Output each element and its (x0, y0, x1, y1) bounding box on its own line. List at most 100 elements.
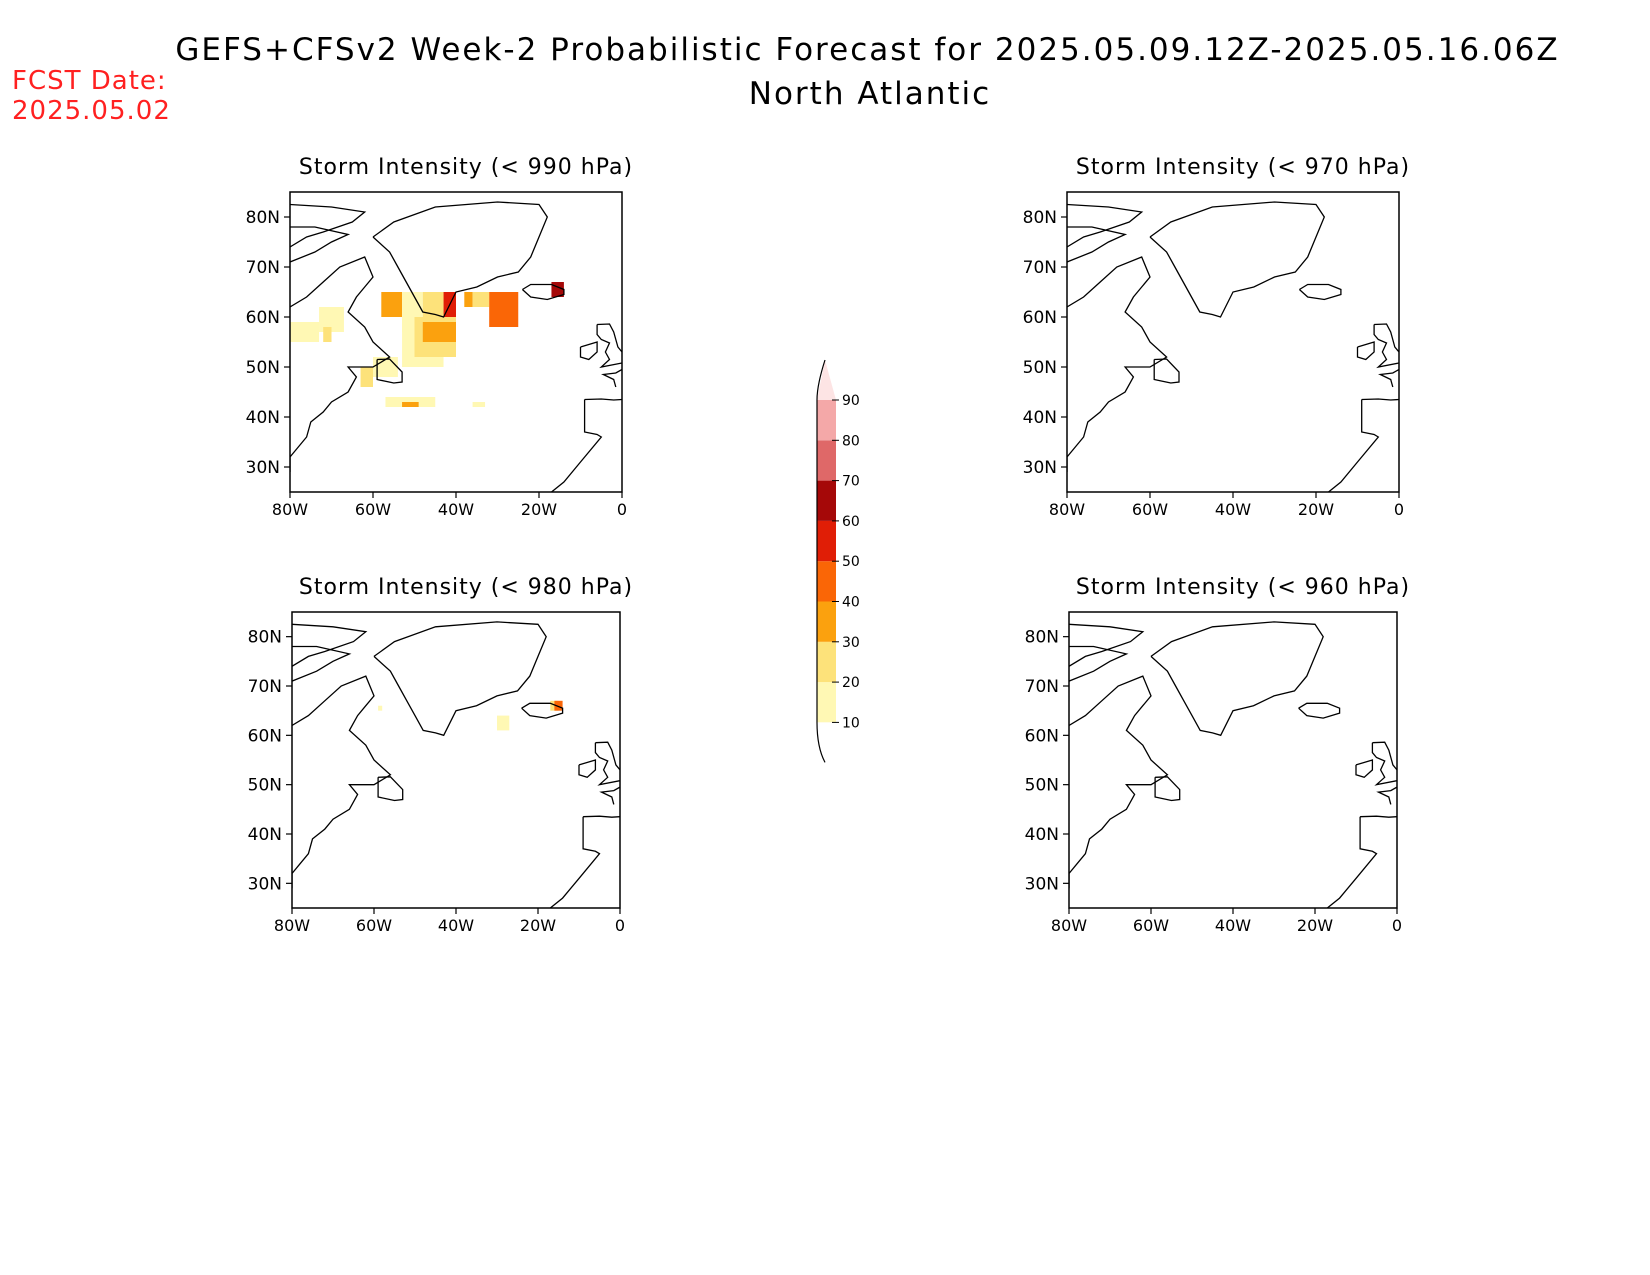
x-tick-label: 0 (1394, 500, 1404, 519)
probability-cells (378, 700, 563, 731)
probability-cell (402, 402, 419, 407)
y-tick-label: 60N (246, 308, 280, 328)
x-tick-label: 80W (274, 916, 310, 935)
coastline (290, 226, 351, 263)
x-tick-label: 0 (615, 916, 625, 935)
coastlines (290, 201, 622, 492)
coastline (1069, 675, 1169, 889)
probability-cell (360, 367, 373, 387)
colorbar-top-extension (817, 360, 836, 400)
coastlines (1069, 621, 1397, 908)
colorbar-bin (817, 641, 836, 683)
coastline (377, 776, 404, 802)
coastline (521, 283, 565, 301)
x-tick-label: 0 (617, 500, 627, 519)
coastline (290, 256, 391, 472)
colorbar-bin (817, 601, 836, 642)
coastline (1149, 201, 1326, 318)
probability-cell (554, 700, 563, 711)
forecast-date-label: FCST Date: (12, 66, 167, 96)
coastline (594, 741, 620, 786)
probability-cell (472, 292, 490, 307)
probability-cell (378, 705, 383, 711)
coastline (579, 341, 598, 361)
coastline (1355, 759, 1374, 779)
coastline (1360, 815, 1397, 818)
colorbar-bin (817, 561, 836, 602)
coastline (1328, 399, 1380, 492)
x-tick-label: 40W (1215, 916, 1251, 935)
x-tick-label: 80W (1049, 500, 1085, 519)
y-tick-label: 70N (248, 677, 282, 697)
probability-cell (497, 715, 510, 731)
y-tick-label: 80N (1025, 628, 1059, 648)
colorbar-bin (817, 440, 836, 481)
coastlines (292, 621, 620, 908)
y-tick-label: 40N (246, 408, 280, 428)
panel-title: Storm Intensity (< 970 hPa) (1076, 155, 1410, 180)
coastline (1373, 323, 1399, 369)
y-tick-label: 30N (248, 874, 282, 894)
x-tick-label: 80W (1051, 916, 1087, 935)
coastline (549, 816, 601, 908)
y-tick-label: 80N (1023, 208, 1057, 228)
x-tick-label: 20W (1298, 500, 1334, 519)
y-tick-label: 30N (1025, 874, 1059, 894)
colorbar-bin (817, 400, 836, 441)
x-tick-label: 20W (520, 916, 556, 935)
colorbar-bin (817, 682, 836, 723)
colorbar-label: 60 (842, 514, 860, 530)
coastline (1326, 816, 1378, 908)
coastline (1356, 341, 1375, 361)
coastline (521, 702, 564, 719)
coastline (1150, 621, 1324, 737)
y-tick-label: 50N (246, 358, 280, 378)
y-tick-label: 40N (1025, 825, 1059, 845)
panel-title: Storm Intensity (< 980 hPa) (299, 575, 633, 600)
x-tick-label: 80W (272, 500, 308, 519)
forecast-date-value: 2025.05.02 (12, 96, 171, 126)
coastline (292, 623, 368, 667)
x-tick-label: 60W (1133, 916, 1169, 935)
map-panel-3: Storm Intensity (< 980 hPa) 80W 60W 40W 20W 0… (248, 575, 633, 935)
colorbar-outline (816, 359, 826, 763)
x-tick-label: 60W (355, 500, 391, 519)
coastline (1067, 256, 1168, 472)
coastline (372, 201, 549, 318)
x-tick-label: 60W (1132, 500, 1168, 519)
coastline (290, 203, 367, 248)
probability-cell (489, 292, 519, 327)
probability-cell (290, 322, 320, 342)
colorbar-bin (817, 480, 836, 521)
coastline (1067, 226, 1128, 263)
y-tick-label: 70N (1025, 677, 1059, 697)
y-tick-label: 40N (248, 825, 282, 845)
coastline (1153, 358, 1180, 384)
y-tick-label: 50N (1023, 358, 1057, 378)
coastline (1298, 702, 1341, 719)
colorbar-label: 20 (842, 675, 860, 691)
coastline (1154, 776, 1181, 802)
coastline (373, 621, 547, 737)
colorbar-label: 80 (842, 433, 860, 449)
region-subtitle: North Atlantic (748, 76, 992, 112)
map-panel-2: Storm Intensity (< 970 hPa) 80W 60W 40W 20W 0… (1023, 155, 1410, 519)
probability-cell (323, 327, 332, 342)
y-tick-label: 70N (246, 258, 280, 278)
y-tick-label: 40N (1023, 408, 1057, 428)
coastline (578, 759, 597, 779)
probability-cell (464, 292, 473, 307)
x-tick-label: 40W (438, 916, 474, 935)
panel-title: Storm Intensity (< 990 hPa) (299, 155, 633, 180)
x-tick-label: 0 (1392, 916, 1402, 935)
y-tick-label: 60N (1025, 726, 1059, 746)
colorbar: 10 20 30 40 50 60 70 80 90 (816, 359, 860, 763)
panel-frame (291, 611, 621, 909)
x-tick-label: 60W (356, 916, 392, 935)
coastline (1378, 368, 1399, 388)
panel-frame (1066, 191, 1400, 493)
coastline (1371, 741, 1397, 786)
coastline (584, 398, 622, 401)
colorbar-bottom-extension (817, 722, 836, 763)
probability-cell (422, 292, 444, 317)
